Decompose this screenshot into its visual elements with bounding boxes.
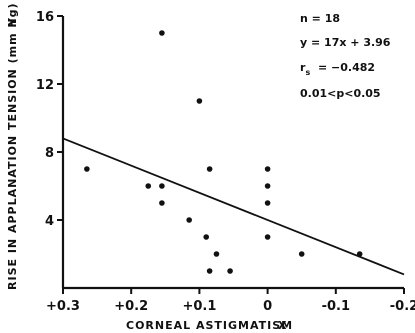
data-point <box>145 183 152 189</box>
data-point <box>227 268 233 274</box>
annotation-equation: y = 17x + 3.96 <box>300 36 391 49</box>
data-point <box>159 183 165 189</box>
x-tick-label: -0.2 <box>390 299 415 314</box>
data-point <box>264 234 271 240</box>
y-tick-label: 4 <box>45 214 54 229</box>
annotation-p: 0.01<p<0.05 <box>300 87 381 100</box>
data-point <box>206 268 213 274</box>
data-point <box>186 217 192 223</box>
data-point <box>196 98 203 104</box>
y-tick-label: 12 <box>36 78 54 93</box>
data-point <box>213 251 220 257</box>
regression-line-group <box>62 137 405 276</box>
x-tick-label: +0.3 <box>46 299 80 314</box>
x-axis-symbol: X <box>278 319 287 332</box>
y-tick-label: 16 <box>36 10 54 25</box>
data-point <box>84 166 90 172</box>
axes <box>61 16 404 290</box>
y-tick-label: 8 <box>45 146 54 161</box>
data-point <box>298 251 305 257</box>
data-point <box>159 200 165 206</box>
x-tick-label: +0.1 <box>182 299 216 314</box>
x-axis-label: CORNEAL ASTIGMATISM <box>126 319 293 332</box>
data-point <box>206 166 213 172</box>
data-point <box>264 166 271 172</box>
regression-line <box>62 137 405 276</box>
annotation-n: n = 18 <box>300 12 340 25</box>
data-point <box>264 200 271 206</box>
y-axis-label: RISE IN APPLANATION TENSION (mm Hg) <box>6 3 19 290</box>
data-point <box>264 183 271 189</box>
y-ticks: 4 8 12 16 <box>36 10 63 229</box>
data-points <box>84 30 363 274</box>
x-ticks: +0.3 +0.2 +0.1 0 -0.1 -0.2 <box>46 288 415 314</box>
y-axis-symbol: Y <box>6 17 19 27</box>
x-tick-label: 0 <box>263 299 272 314</box>
annotation-rs-symbol: rs <box>300 61 310 77</box>
x-tick-label: +0.2 <box>114 299 148 314</box>
x-tick-label: -0.1 <box>322 299 350 314</box>
data-point <box>159 30 165 36</box>
annotation-rs-value: = −0.482 <box>318 61 375 74</box>
data-point <box>203 234 210 240</box>
